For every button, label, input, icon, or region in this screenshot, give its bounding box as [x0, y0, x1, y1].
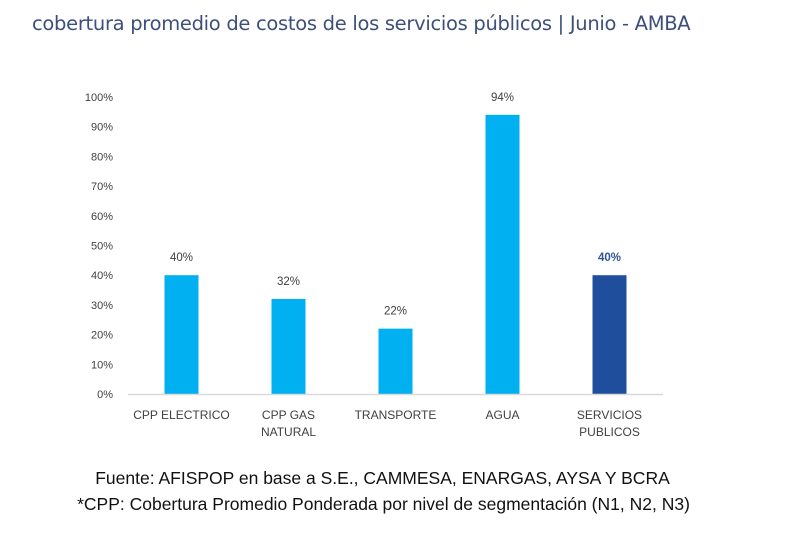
x-category-label: NATURAL	[261, 425, 316, 439]
chart-title: cobertura promedio de costos de los serv…	[32, 12, 691, 35]
bar	[378, 328, 413, 394]
y-tick-label: 40%	[91, 270, 113, 282]
y-tick-label: 70%	[91, 181, 113, 193]
source-note: Fuente: AFISPOP en base a S.E., CAMMESA,…	[95, 468, 670, 488]
data-label: 40%	[170, 252, 193, 264]
y-tick-label: 60%	[91, 211, 113, 223]
bar	[592, 275, 627, 394]
y-tick-label: 30%	[91, 300, 113, 312]
y-tick-label: 100%	[85, 92, 113, 104]
data-label: 94%	[491, 92, 514, 104]
x-category-label: PUBLICOS	[579, 425, 640, 439]
data-label: 22%	[384, 306, 407, 318]
y-tick-label: 80%	[91, 151, 113, 163]
x-category-label: TRANSPORTE	[355, 408, 437, 422]
y-tick-label: 10%	[91, 359, 113, 371]
cpp-definition-note: *CPP: Cobertura Promedio Ponderada por n…	[77, 494, 690, 514]
y-tick-label: 0%	[97, 389, 113, 401]
bar	[485, 114, 520, 394]
x-category-label: SERVICIOS	[577, 408, 642, 422]
data-label: 32%	[277, 276, 300, 288]
bar	[271, 298, 306, 394]
x-category-label: AGUA	[485, 408, 519, 422]
bar	[164, 275, 199, 394]
bar-chart: 0% 10% 20% 30% 40% 50% 60% 70% 80% 90% 100% 40% CPP …	[85, 92, 663, 439]
y-tick-label: 90%	[91, 122, 113, 134]
y-tick-label: 50%	[91, 241, 113, 253]
data-label: 40%	[598, 252, 621, 264]
y-tick-label: 20%	[91, 330, 113, 342]
x-category-label: CPP ELECTRICO	[133, 408, 229, 422]
x-category-label: CPP GAS	[262, 408, 315, 422]
